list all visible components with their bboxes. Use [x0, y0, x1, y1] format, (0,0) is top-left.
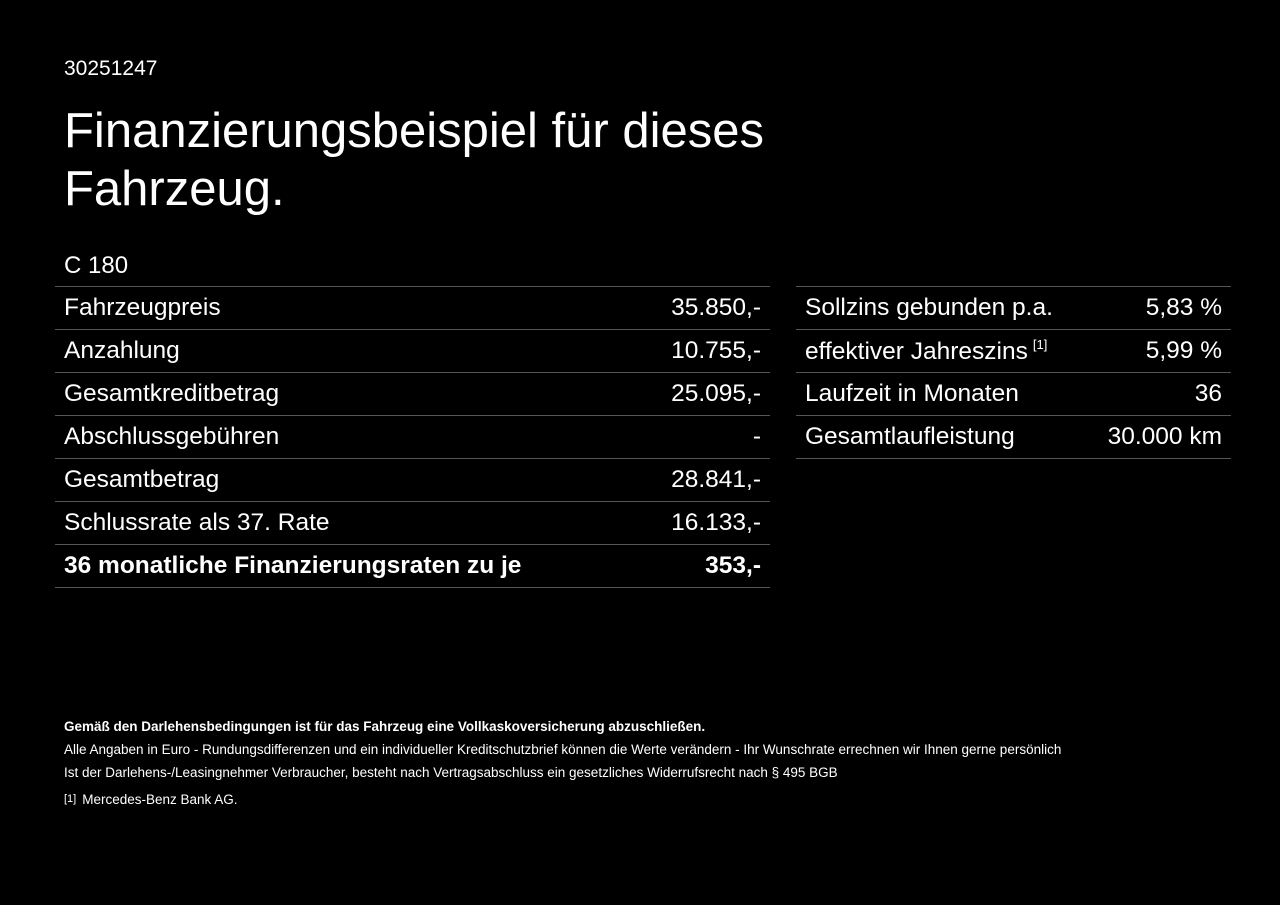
- row-value: 28.841,-: [671, 466, 761, 493]
- row-value: -: [752, 423, 761, 450]
- footnote-marker: [1]: [64, 793, 77, 805]
- table-row: Schlussrate als 37. Rate 16.133,-: [55, 502, 770, 545]
- row-label: Abschlussgebühren: [64, 423, 280, 450]
- left-table: Fahrzeugpreis 35.850,- Anzahlung 10.755,- Ge…: [55, 286, 770, 588]
- row-label: 36 monatliche Finanzierungsraten zu je: [64, 552, 522, 579]
- row-value: 10.755,-: [671, 337, 761, 364]
- row-label: Gesamtbetrag: [64, 466, 220, 493]
- footer: Gemäß den Darlehensbedingungen ist für d…: [64, 715, 1061, 811]
- table-row: Abschlussgebühren -: [55, 416, 770, 459]
- vehicle-id: 30251247: [64, 57, 158, 80]
- table-row: Laufzeit in Monaten 36: [796, 373, 1231, 416]
- row-label: Gesamtkreditbetrag: [64, 380, 280, 407]
- table-row: Gesamtkreditbetrag 25.095,-: [55, 373, 770, 416]
- right-table: Sollzins gebunden p.a. 5,83 % effektiver J…: [796, 286, 1231, 459]
- row-value: 5,83 %: [1145, 294, 1222, 321]
- row-value: 36: [1194, 380, 1222, 407]
- footer-lines: Alle Angaben in Euro - Rundungsdifferenz…: [64, 738, 1061, 784]
- footer-line: Alle Angaben in Euro - Rundungsdifferenz…: [64, 742, 1062, 757]
- row-label: Laufzeit in Monaten: [805, 380, 1019, 407]
- row-label: Sollzins gebunden p.a.: [805, 294, 1053, 321]
- row-label: Gesamtlaufleistung: [805, 423, 1015, 450]
- row-label: Fahrzeugpreis: [64, 294, 221, 321]
- row-label: Schlussrate als 37. Rate: [64, 509, 330, 536]
- title: Finanzierungsbeispiel für dieses Fahrzeu…: [64, 104, 764, 216]
- row-value: 5,99 %: [1145, 337, 1222, 364]
- footer-line: Ist der Darlehens-/Leasingnehmer Verbrau…: [64, 765, 838, 780]
- row-value: 16.133,-: [671, 509, 761, 536]
- table-row: Fahrzeugpreis 35.850,-: [55, 287, 770, 330]
- table-row: Gesamtbetrag 28.841,-: [55, 459, 770, 502]
- table-row: Sollzins gebunden p.a. 5,83 %: [796, 287, 1231, 330]
- row-value: 30.000 km: [1107, 423, 1222, 450]
- row-value: 353,-: [705, 552, 761, 579]
- table-row: Anzahlung 10.755,-: [55, 330, 770, 373]
- row-label: Anzahlung: [64, 337, 180, 364]
- row-label-wrap: effektiver Jahreszins [1]: [805, 337, 1047, 366]
- row-note: [1]: [1032, 336, 1048, 352]
- table-row: effektiver Jahreszins [1] 5,99 %: [796, 330, 1231, 373]
- footer-bold: Gemäß den Darlehensbedingungen ist für d…: [64, 719, 706, 734]
- row-label: effektiver Jahreszins: [805, 337, 1028, 365]
- row-value: 35.850,-: [671, 294, 761, 321]
- table-row: Gesamtlaufleistung 30.000 km: [796, 416, 1231, 459]
- row-value: 25.095,-: [671, 380, 761, 407]
- table-row: 36 monatliche Finanzierungsraten zu je 35…: [55, 545, 770, 588]
- footnote-text: Mercedes-Benz Bank AG.: [82, 792, 238, 807]
- footnote: [1] Mercedes-Benz Bank AG.: [64, 788, 1061, 811]
- model: C 180: [64, 252, 129, 279]
